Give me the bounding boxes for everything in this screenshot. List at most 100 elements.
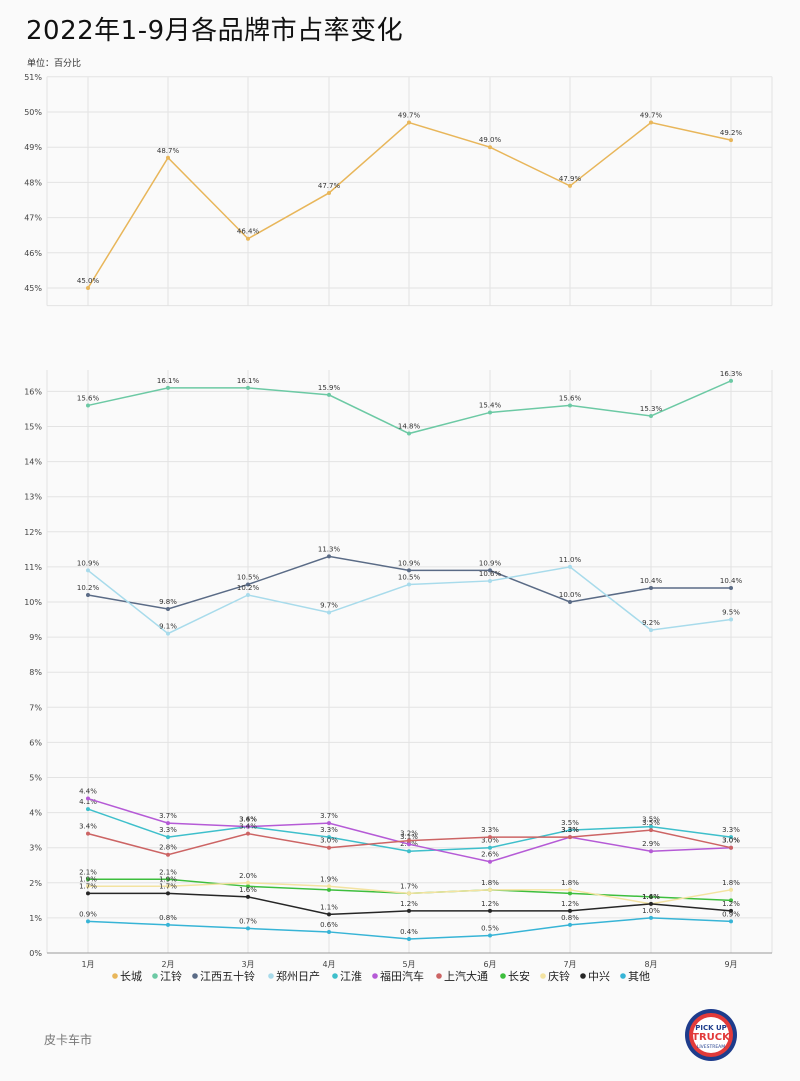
y-tick-label: 50% <box>24 108 42 117</box>
data-label: 2.0% <box>239 872 257 880</box>
data-point <box>488 845 492 850</box>
data-label: 1.8% <box>561 879 579 887</box>
data-label: 15.9% <box>318 384 341 392</box>
y-tick-label: 13% <box>24 493 42 502</box>
pickup-truck-logo: PICK UP TRUCK LIVESTREAM <box>685 1009 737 1061</box>
data-label: 10.9% <box>77 559 100 567</box>
data-point <box>166 884 170 889</box>
data-label: 1.2% <box>400 900 418 908</box>
data-label: 3.5% <box>642 819 660 827</box>
data-label: 3.4% <box>79 823 97 831</box>
data-point <box>568 828 572 833</box>
data-point <box>86 891 90 896</box>
data-label: 3.0% <box>722 837 740 845</box>
data-point <box>327 835 331 840</box>
data-point <box>327 610 331 615</box>
y-tick-label: 7% <box>29 703 42 712</box>
data-label: 47.9% <box>559 175 582 183</box>
data-label: 3.7% <box>320 812 338 820</box>
data-label: 3.3% <box>481 826 499 834</box>
y-tick-label: 9% <box>29 633 42 642</box>
data-point <box>407 849 411 854</box>
legend-marker <box>152 973 158 979</box>
data-label: 2.6% <box>481 851 499 859</box>
legend-item: 长城 <box>120 970 142 983</box>
data-point <box>327 929 331 934</box>
data-point <box>246 926 250 931</box>
data-label: 9.2% <box>642 619 660 627</box>
data-label: 1.0% <box>642 907 660 915</box>
legend-item: 上汽大通 <box>444 969 488 983</box>
data-point <box>407 891 411 896</box>
data-label: 11.3% <box>318 545 341 553</box>
data-label: 1.2% <box>561 900 579 908</box>
data-point <box>488 835 492 840</box>
data-point <box>166 891 170 896</box>
data-point <box>407 936 411 941</box>
x-tick-label: 1月 <box>81 960 94 969</box>
y-tick-label: 4% <box>29 809 42 818</box>
legend-item: 长安 <box>508 969 530 983</box>
data-label: 10.2% <box>237 584 260 592</box>
data-point <box>166 385 170 390</box>
svg-text:TRUCK: TRUCK <box>692 1032 731 1043</box>
x-tick-label: 6月 <box>483 960 496 969</box>
y-tick-label: 6% <box>29 738 42 747</box>
x-tick-label: 9月 <box>724 960 737 969</box>
data-label: 16.3% <box>720 370 743 378</box>
data-point <box>166 821 170 826</box>
legend-marker <box>372 973 378 979</box>
data-label: 9.1% <box>159 623 177 631</box>
data-point <box>166 877 170 882</box>
data-point <box>86 286 90 290</box>
data-label: 11.0% <box>559 556 582 564</box>
data-point <box>166 631 170 636</box>
data-point <box>729 898 733 903</box>
y-tick-label: 48% <box>24 178 42 187</box>
y-tick-label: 46% <box>24 249 42 258</box>
data-point <box>327 554 331 559</box>
data-label: 15.3% <box>640 405 663 413</box>
data-label: 4.4% <box>79 788 97 796</box>
data-point <box>246 824 250 829</box>
data-label: 3.3% <box>159 826 177 834</box>
legend-marker <box>540 973 546 979</box>
data-point <box>568 835 572 840</box>
data-label: 49.2% <box>720 129 743 137</box>
data-label: 48.7% <box>157 147 180 155</box>
legend-marker <box>436 973 442 979</box>
data-point <box>649 585 653 590</box>
data-point <box>327 912 331 917</box>
legend-marker <box>580 973 586 979</box>
legend-item: 庆铃 <box>548 969 570 983</box>
data-point <box>729 908 733 913</box>
y-tick-label: 1% <box>29 914 42 923</box>
data-label: 16.1% <box>157 377 180 385</box>
data-point <box>568 887 572 892</box>
data-label: 10.6% <box>479 570 502 578</box>
data-label: 3.5% <box>642 816 660 824</box>
data-label: 45.0% <box>77 277 100 285</box>
data-label: 10.9% <box>398 559 421 567</box>
data-label: 1.7% <box>400 882 418 890</box>
data-point <box>86 877 90 882</box>
data-point <box>568 908 572 913</box>
data-label: 4.1% <box>79 798 97 806</box>
data-point <box>327 887 331 892</box>
data-point <box>568 183 572 188</box>
data-label: 3.0% <box>481 837 499 845</box>
data-label: 3.1% <box>400 833 418 841</box>
svg-text:LIVESTREAM: LIVESTREAM <box>697 1044 725 1050</box>
data-label: 3.3% <box>561 826 579 834</box>
data-point <box>166 607 170 612</box>
data-label: 0.7% <box>239 917 257 925</box>
legend-item: 郑州日产 <box>276 969 320 983</box>
data-label: 1.9% <box>79 875 97 883</box>
data-point <box>246 894 250 899</box>
data-label: 10.4% <box>720 577 743 585</box>
data-point <box>729 617 733 622</box>
unit-label: 单位：百分比 <box>27 59 82 69</box>
data-point <box>407 842 411 847</box>
data-point <box>568 403 572 408</box>
data-label: 2.8% <box>159 844 177 852</box>
